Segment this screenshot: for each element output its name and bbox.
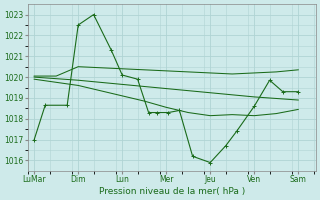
X-axis label: Pression niveau de la mer( hPa ): Pression niveau de la mer( hPa ) [99, 187, 245, 196]
